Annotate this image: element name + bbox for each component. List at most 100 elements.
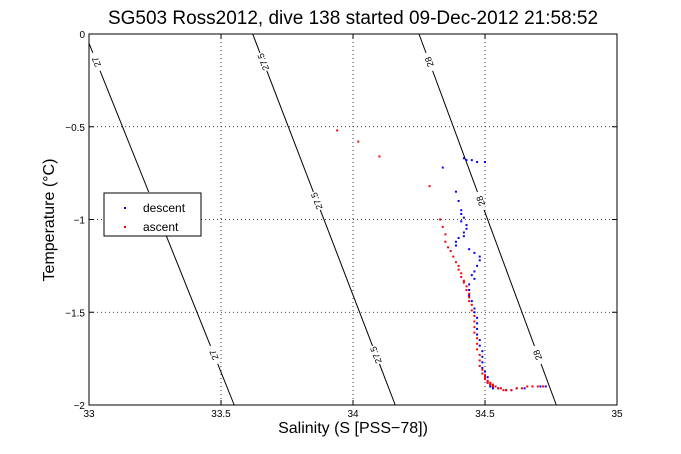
descent-point [484,160,486,163]
legend-box [103,192,202,237]
descent-point [478,259,481,262]
ascent-point [449,250,452,253]
ascent-point [473,326,476,329]
descent-point [473,251,476,254]
y-axis-label: Temperature (°C) [41,159,58,282]
ascent-point [536,385,539,388]
ascent-point [468,296,471,299]
ascent-point [486,379,489,382]
ascent-point [486,381,489,384]
chart-title: SG503 Ross2012, dive 138 started 09-Dec-… [108,8,598,29]
ascent-point [515,387,518,390]
axis-ticks: 33 33.5 34 34.5 35 0 −0.5 −1 −1.5 −2 [65,30,623,420]
ascent-point [476,337,479,340]
ascent-point [526,385,529,388]
ascent-point [473,331,476,334]
ascent-point [462,279,465,282]
descent-point [462,235,465,238]
contour-label-gap [210,345,219,364]
descent-point [460,212,463,215]
descent-point [484,370,486,373]
x-tick-label: 35 [611,409,623,420]
descent-point [465,227,468,230]
descent-point [468,294,471,297]
descent-point [478,344,481,347]
descent-point [539,385,542,388]
y-tick-label: −1.5 [65,308,85,319]
density-contour-line [252,33,396,406]
ascent-point [470,303,473,306]
ascent-point [336,129,339,132]
ascent-point [470,309,473,312]
x-tick-label: 33 [83,409,95,420]
descent-point [470,159,473,162]
ascent-point [476,342,479,345]
ascent-point [465,288,468,291]
legend-marker-ascent [124,226,126,228]
ascent-point [494,385,497,388]
ascent-point [520,387,523,390]
ascent-point [484,378,486,381]
contour-label-gap [371,345,380,364]
descent-point [460,220,463,223]
ascent-point [457,268,460,271]
ascent-point [357,140,360,143]
ascent-point [439,218,442,221]
descent-point [468,248,471,251]
ascent-point [473,320,476,323]
descent-point [481,361,484,364]
data-points [336,129,547,392]
ascent-point [481,368,484,371]
descent-point [473,307,476,310]
descent-point [489,385,492,388]
contour-label-gap [259,52,268,71]
descent-point [476,160,479,163]
density-contour-line [418,33,557,406]
ascent-point [502,389,505,392]
density-contour-label: 27 [90,55,103,68]
density-contour-label: 28 [474,195,487,208]
y-tick-label: −1 [74,216,86,227]
descent-point [457,199,460,202]
descent-point [468,283,471,286]
ascent-point [489,383,492,386]
y-tick-label: 0 [79,30,85,41]
descent-point [473,270,476,273]
ascent-point [468,300,471,303]
x-tick-label: 34.5 [475,409,495,420]
ascent-point [542,385,545,388]
x-tick-label: 33.5 [211,409,231,420]
descent-point [441,166,444,169]
ascent-point [462,281,465,284]
ascent-point [428,185,431,188]
ascent-point [447,246,450,249]
ascent-point [489,381,492,384]
descent-point [454,244,457,247]
ascent-point [481,372,484,375]
ascent-point [457,264,460,267]
contour-label-gap [476,191,485,210]
contour-label-gap [425,52,434,71]
ascent-point [478,365,481,368]
descent-point [460,209,463,212]
y-tick-label: −2 [74,401,86,412]
ascent-point [441,225,444,228]
descent-point [481,366,484,369]
legend: descent ascent [103,192,202,237]
descent-point [470,274,473,277]
ascent-point [444,233,447,236]
ascent-point [460,276,463,279]
ascent-point [378,155,381,158]
ascent-point [497,387,500,390]
descent-point [481,350,484,353]
ascent-point [478,353,481,356]
x-tick-label: 34 [347,409,359,420]
legend-label-descent: descent [143,201,186,215]
descent-point [462,231,465,234]
ascent-point [460,272,463,275]
ascent-point [505,389,508,392]
density-contour-label: 27 [208,348,221,361]
descent-point [523,387,526,390]
ascent-point [484,376,486,379]
